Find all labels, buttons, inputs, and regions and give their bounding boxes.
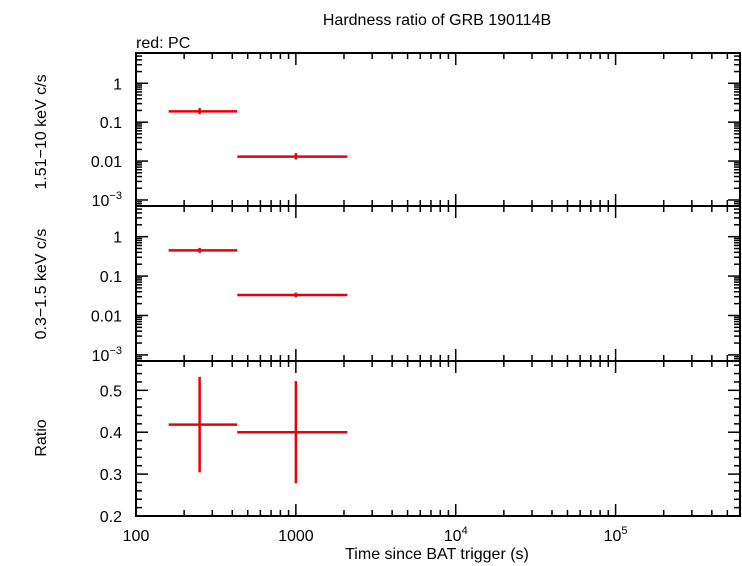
x-tick-label: 104 — [444, 525, 468, 545]
panel-2 — [135, 205, 741, 362]
data-point — [237, 381, 348, 484]
y-tick-label: 0.01 — [91, 308, 122, 325]
x-axis-label: Time since BAT trigger (s) — [345, 546, 529, 563]
y-tick-label: 10−3 — [92, 345, 122, 365]
data-point — [168, 108, 238, 115]
data-point — [168, 376, 238, 473]
x-tick-label: 100 — [123, 528, 150, 545]
panel-1-frame — [135, 52, 741, 207]
y-tick-label: 0.2 — [100, 509, 122, 526]
y-tick-label: 1 — [113, 230, 122, 247]
x-tick-label: 1000 — [278, 528, 314, 545]
legend-label: red: PC — [136, 35, 190, 52]
data-point — [237, 153, 348, 160]
panel-1 — [135, 52, 741, 207]
data-point — [168, 247, 238, 253]
data-point — [237, 292, 348, 298]
y-tick-label: 0.01 — [91, 154, 122, 171]
y-tick-label: 0.1 — [100, 115, 122, 132]
panel-3-frame — [135, 360, 741, 517]
y-tick-label: 0.4 — [100, 425, 122, 442]
panel-2-y-label: 0.3−1.5 keV c/s — [33, 229, 50, 340]
y-tick-label: 10−3 — [92, 190, 122, 210]
panel-3-y-label: Ratio — [33, 419, 50, 456]
y-tick-label: 1 — [113, 76, 122, 93]
panel-1-y-label: 1.51−10 keV c/s — [33, 74, 50, 189]
plot-area: 1 0.1 0.01 10−3 1 0.1 0.01 10−3 0.2 0.3 0.4 0.5 100 1… — [91, 52, 741, 545]
x-tick-label: 105 — [604, 525, 628, 545]
y-tick-label: 0.3 — [100, 467, 122, 484]
panel-3 — [135, 360, 741, 517]
y-tick-label: 0.1 — [100, 269, 122, 286]
panel-2-frame — [135, 205, 741, 362]
y-tick-label: 0.5 — [100, 383, 122, 400]
chart-title: Hardness ratio of GRB 190114B — [323, 12, 551, 29]
